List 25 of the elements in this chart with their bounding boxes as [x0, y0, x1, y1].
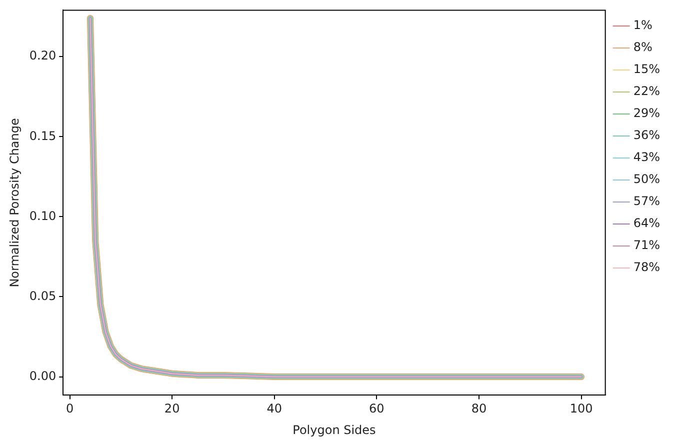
- x-tick-label: 20: [164, 402, 180, 416]
- legend-label: 1%: [633, 18, 652, 32]
- x-tick-label: 80: [471, 402, 487, 416]
- x-tick-label: 0: [66, 402, 74, 416]
- legend-label: 64%: [633, 216, 660, 230]
- legend-label: 57%: [633, 194, 660, 208]
- legend-label: 71%: [633, 238, 660, 252]
- legend-label: 29%: [633, 106, 660, 120]
- y-tick-label: 0.10: [29, 208, 56, 223]
- y-axis-title: Normalized Porosity Change: [7, 118, 22, 288]
- legend-label: 43%: [633, 150, 660, 164]
- y-tick-label: 0.20: [29, 48, 56, 63]
- x-axis-title: Polygon Sides: [292, 422, 376, 437]
- legend-label: 15%: [633, 62, 660, 76]
- legend-label: 8%: [633, 40, 652, 54]
- legend-label: 78%: [633, 260, 660, 274]
- legend-label: 22%: [633, 84, 660, 98]
- y-tick-label: 0.00: [29, 368, 56, 383]
- legend-label: 36%: [633, 128, 660, 142]
- x-tick-label: 60: [369, 402, 384, 416]
- x-tick-label: 100: [570, 402, 593, 416]
- y-tick-label: 0.05: [29, 288, 56, 303]
- x-tick-label: 40: [266, 402, 282, 416]
- legend-label: 50%: [633, 172, 660, 186]
- y-tick-label: 0.15: [29, 128, 56, 143]
